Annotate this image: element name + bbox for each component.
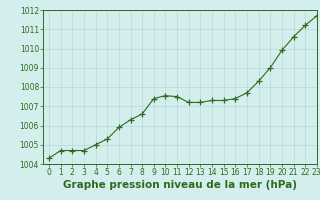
X-axis label: Graphe pression niveau de la mer (hPa): Graphe pression niveau de la mer (hPa) xyxy=(63,180,297,190)
